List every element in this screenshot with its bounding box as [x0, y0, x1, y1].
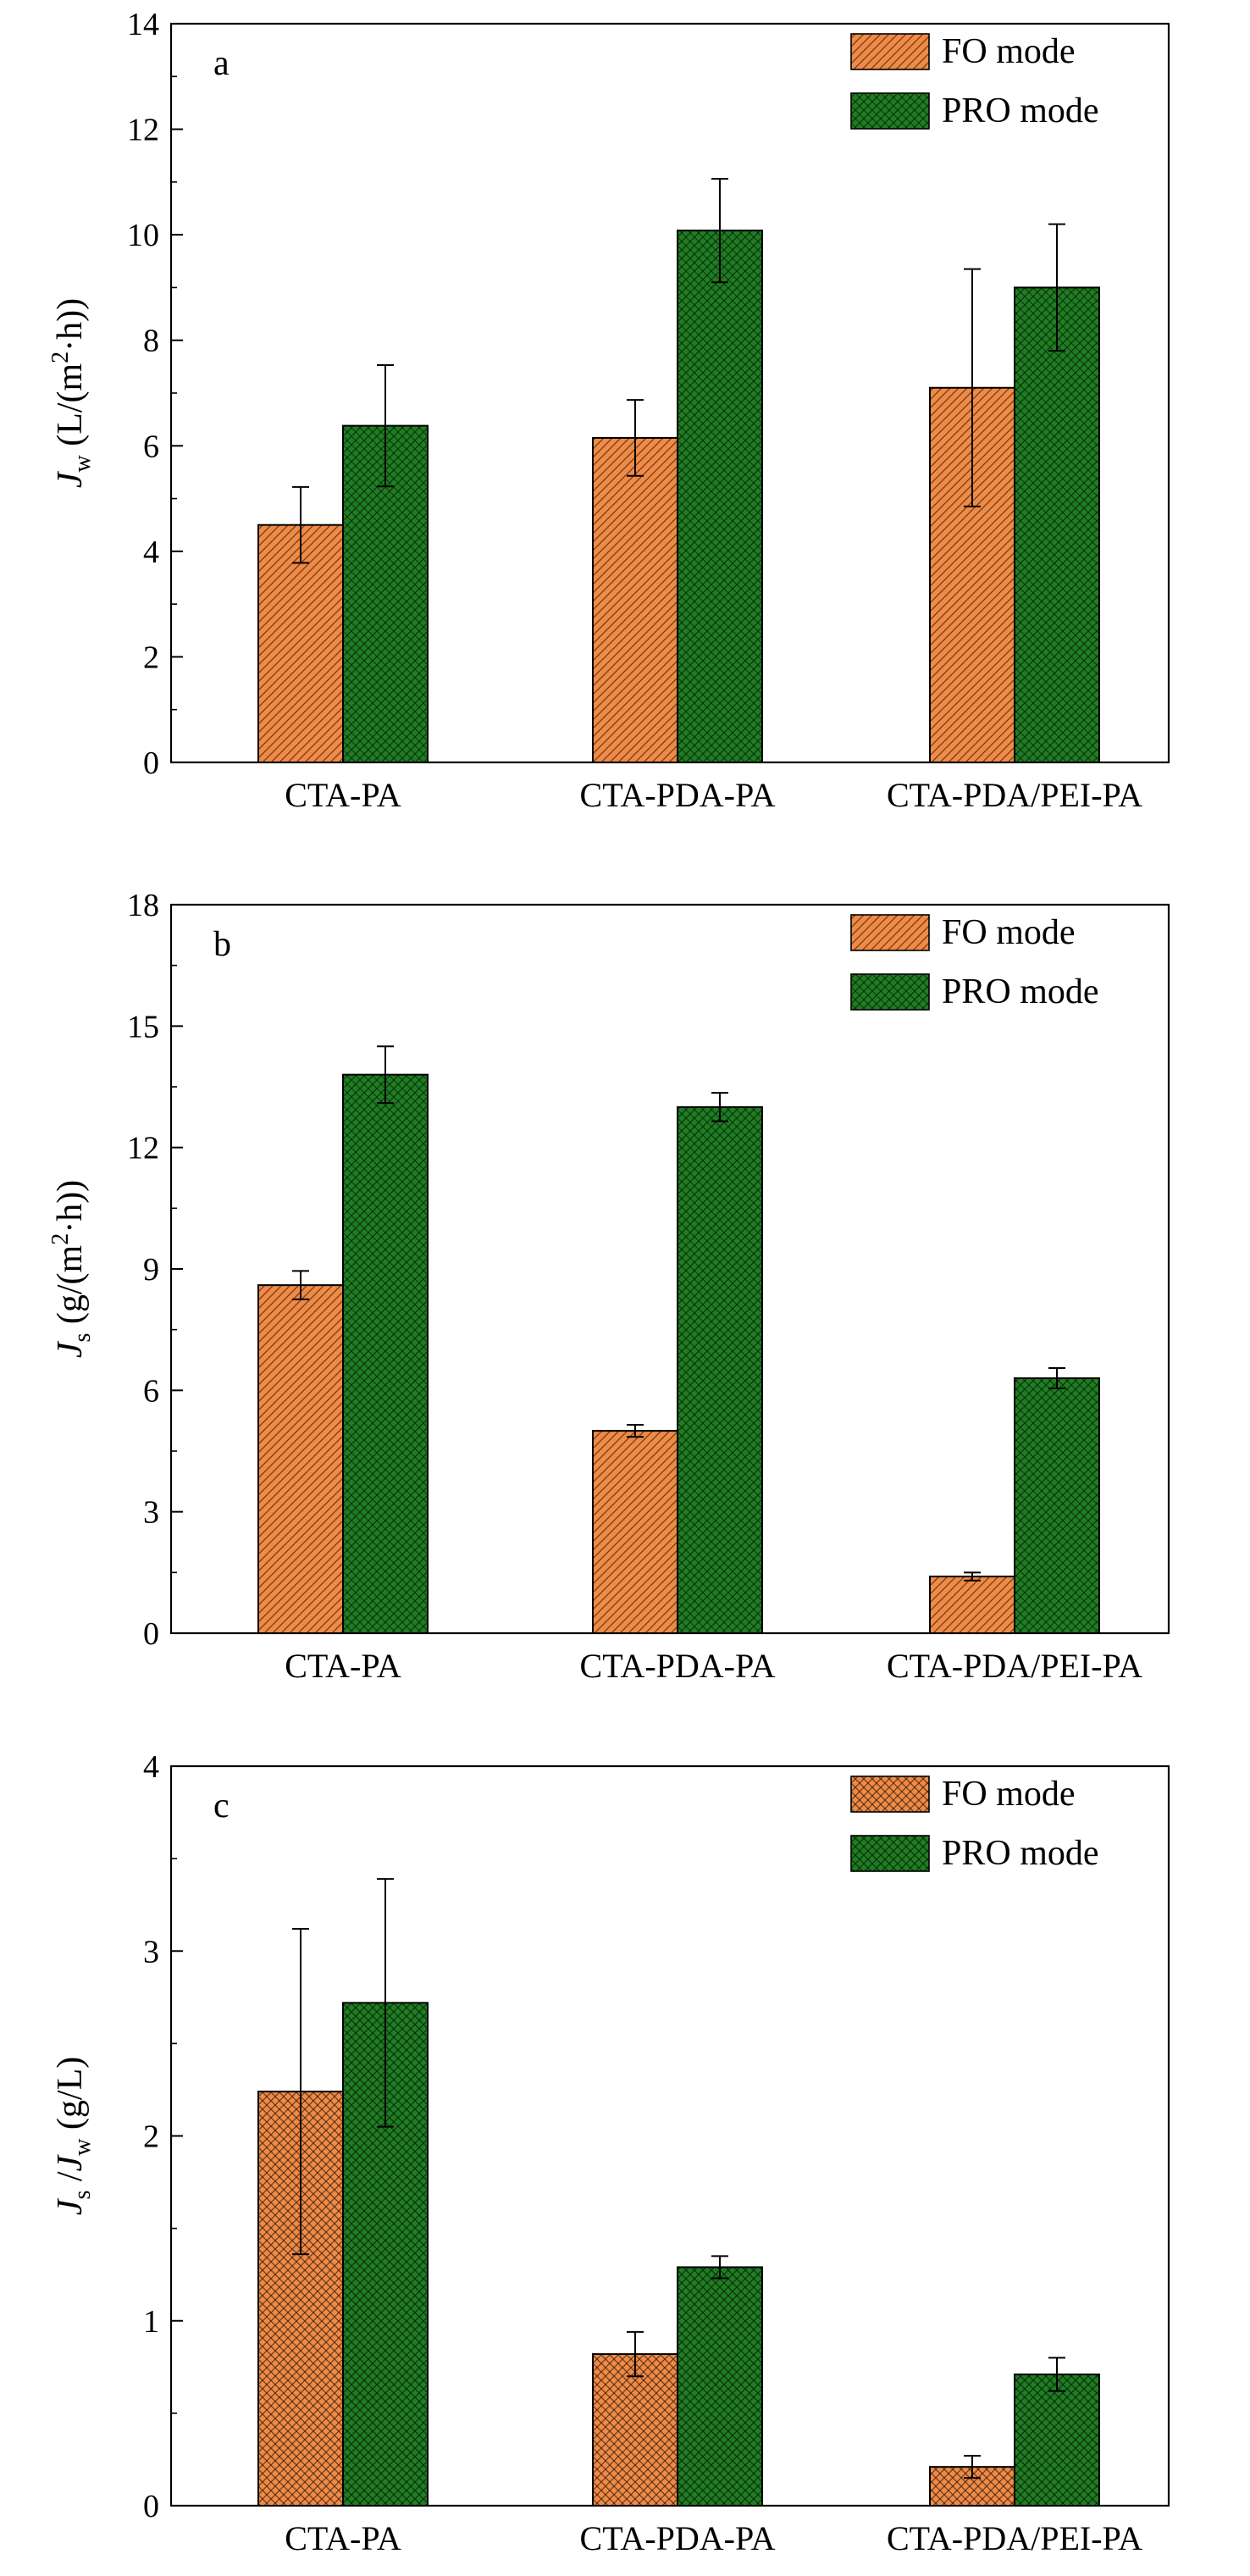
- legend-label: FO mode: [942, 913, 1076, 952]
- legend-swatch-pro: [850, 1835, 930, 1872]
- y-tick-label: 0: [143, 745, 159, 781]
- y-tick-label: 9: [143, 1252, 159, 1288]
- y-tick-label: 12: [127, 113, 159, 148]
- legend-label: PRO mode: [942, 1834, 1099, 1873]
- y-tick-label: 12: [127, 1131, 159, 1166]
- bar-fo-mode: [257, 1284, 344, 1634]
- legend-label: FO mode: [942, 1775, 1076, 1814]
- bar-fo-mode: [592, 2353, 678, 2507]
- y-tick-label: 0: [143, 2489, 159, 2524]
- legend-swatch-fo: [850, 914, 930, 951]
- y-tick-label: 18: [127, 888, 159, 923]
- legend-label: PRO mode: [942, 972, 1099, 1011]
- y-tick-label: 8: [143, 324, 159, 359]
- y-axis-label: Jw (L/(m2·h)): [47, 298, 96, 488]
- legend-swatch-fo: [850, 33, 930, 70]
- y-tick-label: 6: [143, 429, 159, 464]
- legend-label: FO mode: [942, 32, 1076, 71]
- panel-letter: b: [213, 925, 231, 964]
- bar-pro-mode: [1014, 286, 1100, 763]
- y-tick-label: 15: [127, 1009, 159, 1044]
- panel-b-chart: 0 3 6 9 12 15 18 CTA-PA CTA-PDA-PA CTA-PDA/PEI-PA…: [47, 888, 1170, 1685]
- panel-c-chart: 0 1 2 3 4 CTA-PA CTA-PDA-PA CTA-PDA/PEI-PA c FO m…: [51, 1749, 1170, 2557]
- y-tick-label: 1: [143, 2304, 159, 2340]
- x-category-label: CTA-PA: [285, 776, 401, 814]
- bar-pro-mode: [677, 1105, 763, 1634]
- x-category-label: CTA-PDA-PA: [580, 1647, 776, 1685]
- panel-letter: a: [213, 44, 230, 83]
- y-tick-label: 2: [143, 2119, 159, 2155]
- x-category-label: CTA-PDA/PEI-PA: [887, 1647, 1142, 1685]
- y-tick-label: 10: [127, 218, 159, 253]
- x-category-label: CTA-PDA-PA: [580, 2519, 776, 2557]
- bar-fo-mode: [929, 1576, 1015, 1634]
- y-tick-label: 0: [143, 1616, 159, 1652]
- bar-pro-mode: [677, 230, 763, 764]
- x-category-label: CTA-PDA/PEI-PA: [887, 2519, 1142, 2557]
- bar-fo-mode: [257, 524, 344, 763]
- y-tick-label: 3: [143, 1934, 159, 1969]
- panel-letter: c: [213, 1787, 230, 1825]
- bar-pro-mode: [1014, 1377, 1100, 1634]
- legend-swatch-pro: [850, 973, 930, 1011]
- y-tick-label: 3: [143, 1495, 159, 1531]
- y-tick-label: 4: [143, 1749, 159, 1785]
- y-tick-label: 4: [143, 535, 159, 570]
- y-tick-label: 14: [127, 7, 159, 42]
- y-tick-label: 6: [143, 1373, 159, 1409]
- x-category-label: CTA-PA: [285, 1647, 401, 1685]
- x-category-label: CTA-PDA-PA: [580, 776, 776, 814]
- legend-swatch-fo: [850, 1776, 930, 1813]
- bar-pro-mode: [342, 1073, 429, 1634]
- bar-fo-mode: [592, 436, 678, 763]
- y-axis-label: Js /Jw (g/L): [51, 2057, 96, 2215]
- x-category-label: CTA-PA: [285, 2519, 401, 2557]
- bar-pro-mode: [677, 2266, 763, 2507]
- bar-fo-mode: [592, 1430, 678, 1634]
- panel-a-chart: 0 2 4 6 8 10 12 14 CTA-PA CTA-PDA-PA CTA-PDA/PEI-P…: [47, 7, 1170, 814]
- legend-swatch-pro: [850, 92, 930, 130]
- x-category-label: CTA-PDA/PEI-PA: [887, 776, 1142, 814]
- y-axis-label: Js (g/(m2·h)): [47, 1180, 96, 1358]
- bar-pro-mode: [1014, 2374, 1100, 2507]
- legend-label: PRO mode: [942, 91, 1099, 130]
- y-tick-label: 2: [143, 640, 159, 675]
